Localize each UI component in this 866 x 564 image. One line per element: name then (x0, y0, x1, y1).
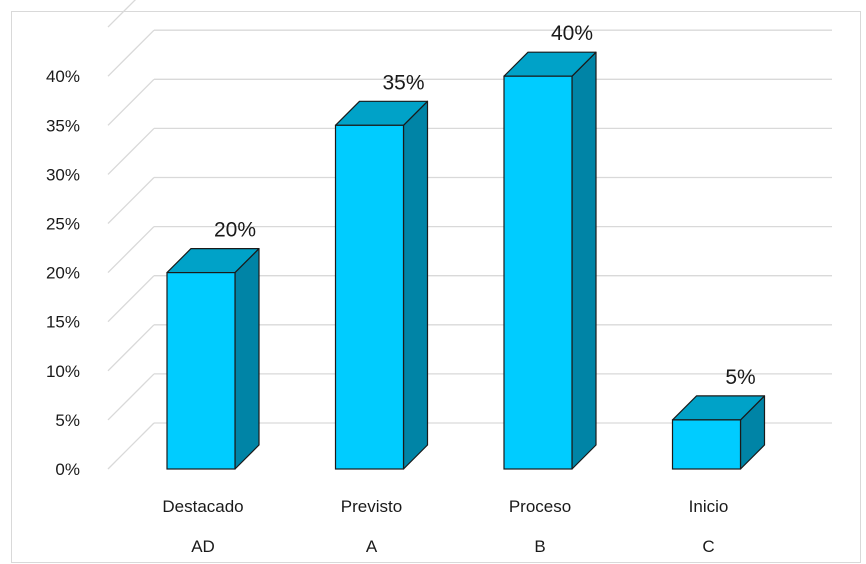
category-code-label: B (534, 537, 545, 556)
bar-front-face (503, 75, 573, 470)
gridlines (107, 0, 832, 470)
gridline (107, 0, 137, 28)
data-label: 40% (551, 22, 593, 45)
y-tick-label: 35% (46, 116, 80, 135)
gridline (107, 275, 832, 323)
y-tick-label: 25% (46, 215, 80, 234)
y-tick-label: 30% (46, 165, 80, 184)
bars (166, 51, 766, 470)
y-tick-label: 0% (55, 460, 80, 479)
data-label: 35% (382, 71, 424, 94)
category-code-label: A (366, 537, 378, 556)
gridline (107, 127, 832, 175)
gridline (107, 373, 832, 421)
y-tick-label: 15% (46, 313, 80, 332)
category-code-label: AD (191, 537, 215, 556)
y-tick-label: 20% (46, 264, 80, 283)
data-label: 5% (725, 366, 755, 389)
gridline (107, 176, 832, 224)
y-axis-tick-labels: 0% 5% 10% 15% 20% 25% 30% 35% 40% (46, 67, 80, 479)
bar-front-face (166, 272, 236, 470)
gridline (107, 225, 832, 274)
y-tick-label: 5% (55, 411, 80, 430)
category-labels: Destacado AD Previsto A Proceso B Inicio C (162, 497, 728, 556)
bar-proceso (503, 51, 597, 470)
bar-previsto (334, 100, 429, 470)
bar-side-face (402, 100, 429, 470)
category-code-label: C (702, 537, 714, 556)
data-label: 20% (214, 219, 256, 242)
bar-side-face (234, 248, 260, 470)
bar-side-face (571, 51, 597, 470)
y-tick-label: 40% (46, 67, 80, 86)
chart-frame (11, 11, 861, 563)
gridline (107, 78, 832, 126)
category-label: Proceso (509, 497, 571, 516)
bar-destacado (166, 248, 260, 470)
category-label: Destacado (162, 497, 243, 516)
gridline (107, 324, 832, 372)
data-labels: 20% 35% 40% 5% (214, 22, 756, 389)
y-tick-label: 10% (46, 362, 80, 381)
gridline (107, 29, 832, 77)
category-label: Previsto (341, 497, 402, 516)
bar-inicio (671, 395, 766, 470)
category-label: Inicio (689, 497, 729, 516)
bar-front-face (334, 124, 405, 470)
bar-front-face (671, 419, 742, 470)
